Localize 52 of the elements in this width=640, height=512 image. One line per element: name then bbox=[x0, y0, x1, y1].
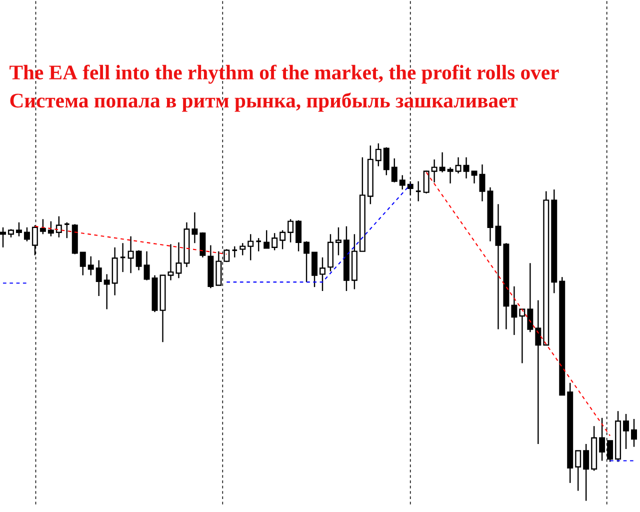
candlestick bbox=[296, 220, 302, 252]
candlestick bbox=[535, 300, 542, 445]
candlestick bbox=[288, 218, 294, 244]
candlestick bbox=[80, 252, 86, 276]
candlestick bbox=[264, 230, 270, 249]
candlestick bbox=[463, 156, 470, 180]
chart-subtitle: Система попала в ритм рынка, прибыль зашкаливает bbox=[10, 92, 518, 112]
candlestick bbox=[96, 260, 102, 297]
candlestick bbox=[527, 262, 534, 333]
candlestick bbox=[272, 232, 278, 252]
candlestick bbox=[631, 418, 637, 448]
candlestick bbox=[495, 204, 502, 330]
candlestick bbox=[88, 256, 94, 276]
candlestick bbox=[391, 158, 398, 184]
candlestick bbox=[16, 222, 22, 238]
candlestick bbox=[511, 286, 518, 336]
candlestick bbox=[255, 238, 262, 252]
candlestick bbox=[447, 166, 454, 184]
candlestick bbox=[240, 242, 246, 256]
candlestick bbox=[312, 252, 318, 288]
candlestick bbox=[439, 152, 446, 174]
chart-title: The EA fell into the rhythm of the market, the profit rolls over bbox=[10, 64, 559, 84]
candlestick bbox=[104, 274, 110, 310]
candlestick bbox=[56, 216, 62, 238]
candlestick bbox=[136, 250, 142, 272]
candlestick bbox=[519, 308, 526, 364]
candlestick bbox=[280, 230, 286, 250]
candlestick bbox=[375, 143, 382, 168]
candlestick bbox=[248, 234, 254, 262]
candlestick bbox=[304, 240, 310, 283]
candlestick bbox=[64, 222, 70, 239]
candlestick bbox=[200, 232, 206, 258]
candlestick bbox=[48, 220, 54, 238]
candlestick bbox=[335, 227, 342, 256]
candlestick bbox=[168, 244, 174, 282]
candlestick bbox=[128, 236, 134, 274]
candlestick bbox=[583, 444, 590, 502]
candlestick bbox=[40, 218, 46, 235]
candlestick bbox=[24, 227, 30, 242]
candlestick bbox=[623, 414, 630, 450]
candlestick bbox=[431, 159, 438, 184]
candlestick bbox=[231, 246, 238, 258]
candlestick bbox=[176, 242, 182, 279]
candlestick bbox=[455, 156, 462, 174]
candlestick bbox=[320, 257, 326, 292]
candlestick bbox=[423, 170, 430, 194]
candlestick bbox=[383, 146, 390, 176]
candlestick bbox=[575, 450, 582, 492]
candlestick bbox=[0, 227, 6, 248]
candlestick bbox=[399, 174, 406, 190]
candlestick bbox=[192, 212, 198, 244]
candlestick bbox=[144, 250, 150, 282]
